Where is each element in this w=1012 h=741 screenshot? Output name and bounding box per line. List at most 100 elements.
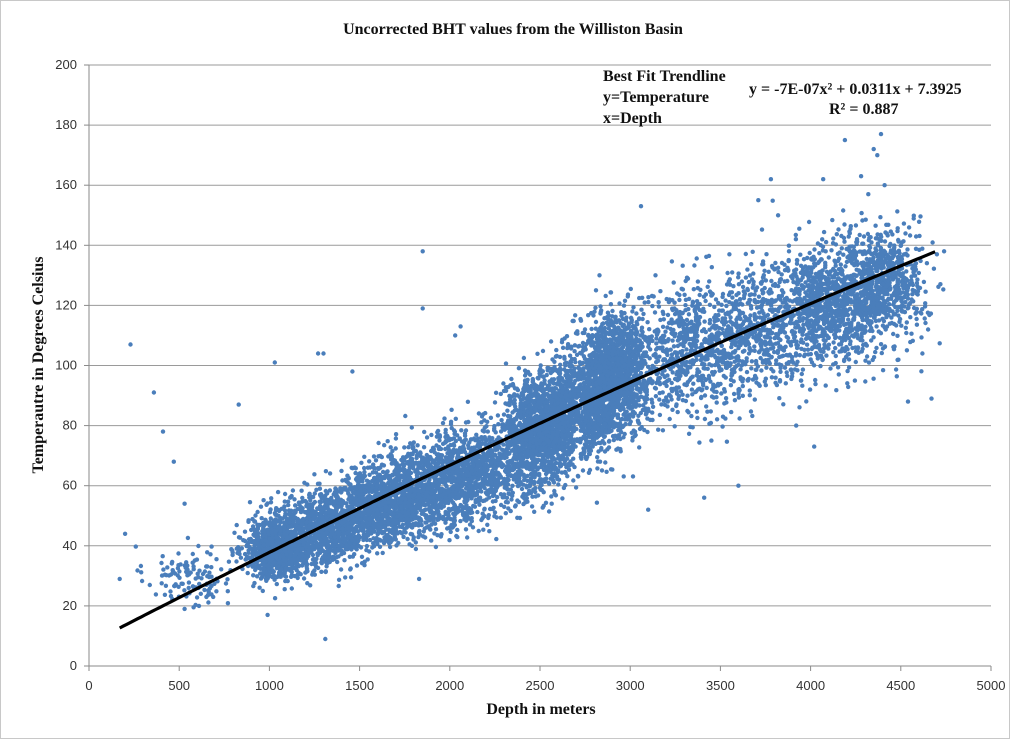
data-point [371,525,377,530]
data-point [293,557,299,562]
data-point [288,533,294,538]
data-point [408,441,413,446]
data-point [159,581,164,586]
data-point [452,517,457,522]
data-point [246,519,251,524]
data-point [450,475,456,480]
data-point [449,506,455,512]
data-point [253,565,258,570]
data-point [273,512,278,517]
data-point [328,538,333,544]
data-point [343,575,348,580]
data-point [373,488,379,493]
data-point [352,465,357,470]
data-point [207,570,212,575]
data-point [359,554,365,559]
data-point [509,497,514,502]
data-point [327,500,332,506]
data-point [376,440,381,446]
data-point [269,496,274,501]
data-point [391,460,397,465]
data-point [139,578,145,584]
data-point [479,414,485,419]
data-point [254,533,259,538]
data-point [470,510,475,515]
data-point [429,522,434,527]
data-point [322,518,327,524]
data-point [341,535,347,540]
data-point [264,502,269,507]
data-point [450,485,455,490]
data-point [410,493,415,499]
data-point [255,509,260,515]
data-point [349,486,354,491]
data-point [494,472,500,477]
data-point [424,525,429,530]
data-point [387,509,392,514]
data-point [378,453,383,459]
data-point [462,433,468,438]
data-point [490,470,495,475]
data-point [295,527,301,532]
data-point [346,480,351,486]
data-point [335,559,340,565]
data-point [308,583,313,588]
data-point [486,474,491,479]
data-point [407,462,412,467]
data-point [320,555,326,560]
data-point [400,466,405,472]
data-point [243,557,248,562]
data-point [394,528,399,533]
data-point [393,467,398,473]
data-point [319,569,324,574]
data-point [153,592,159,597]
data-point [441,517,446,522]
data-point [460,505,465,510]
data-point [292,573,297,579]
data-point [304,504,309,509]
data-point [415,469,420,474]
data-point [435,455,440,461]
data-point [364,478,370,483]
data-point [289,544,294,549]
data-point [406,523,412,528]
data-point [407,542,412,547]
data-point [371,536,376,541]
data-point [480,458,485,463]
data-point [491,505,496,510]
data-point [442,416,447,421]
data-point [481,476,487,481]
data-point [301,516,306,522]
data-point [336,526,341,532]
data-point [386,521,391,527]
data-point [248,536,253,542]
data-point [256,543,261,548]
data-point [225,601,231,606]
data-point [535,351,540,356]
data-point [477,439,482,445]
data-point [424,456,429,462]
data-point [200,571,206,577]
data-point [275,489,281,495]
data-point [335,504,341,509]
data-point [272,560,277,566]
data-point [492,400,498,405]
data-point [495,494,500,500]
data-point [482,452,487,457]
data-point [312,472,317,477]
data-point [471,503,476,509]
data-point [319,559,325,564]
data-point [473,438,478,443]
data-point [390,472,395,477]
data-point [259,516,264,521]
data-point [546,509,552,514]
data-point [251,573,256,578]
data-point [185,563,190,568]
data-point [348,567,353,572]
data-point [451,428,457,433]
data-point [288,574,294,579]
data-point [242,538,248,544]
data-point [372,507,377,513]
data-point [286,517,291,522]
data-point [496,455,501,460]
